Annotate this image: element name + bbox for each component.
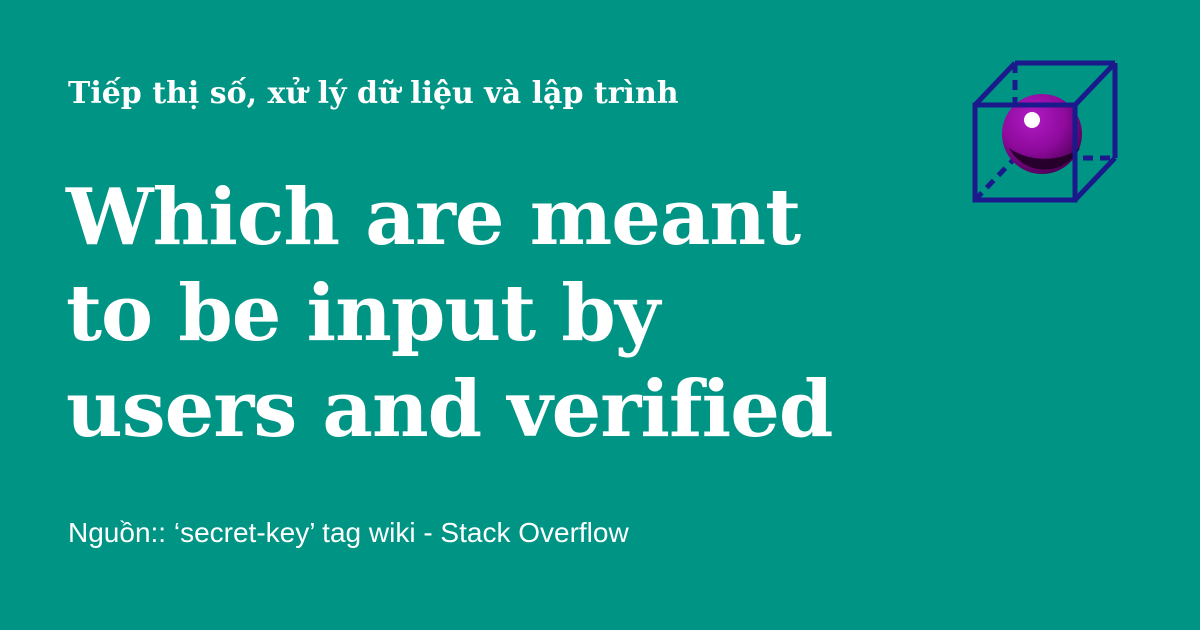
page-title: Which are meant to be input by users and… [66, 170, 926, 458]
cube-with-sphere-icon [972, 60, 1118, 203]
source-attribution: Nguồn:: ‘secret-key’ tag wiki - Stack Ov… [68, 517, 629, 548]
title-line-1: Which are meant [66, 172, 801, 263]
site-tagline: Tiếp thị số, xử lý dữ liệu và lập trình [68, 76, 679, 111]
title-line-3: users and verified [66, 364, 833, 455]
title-line-2: to be input by [66, 268, 660, 359]
